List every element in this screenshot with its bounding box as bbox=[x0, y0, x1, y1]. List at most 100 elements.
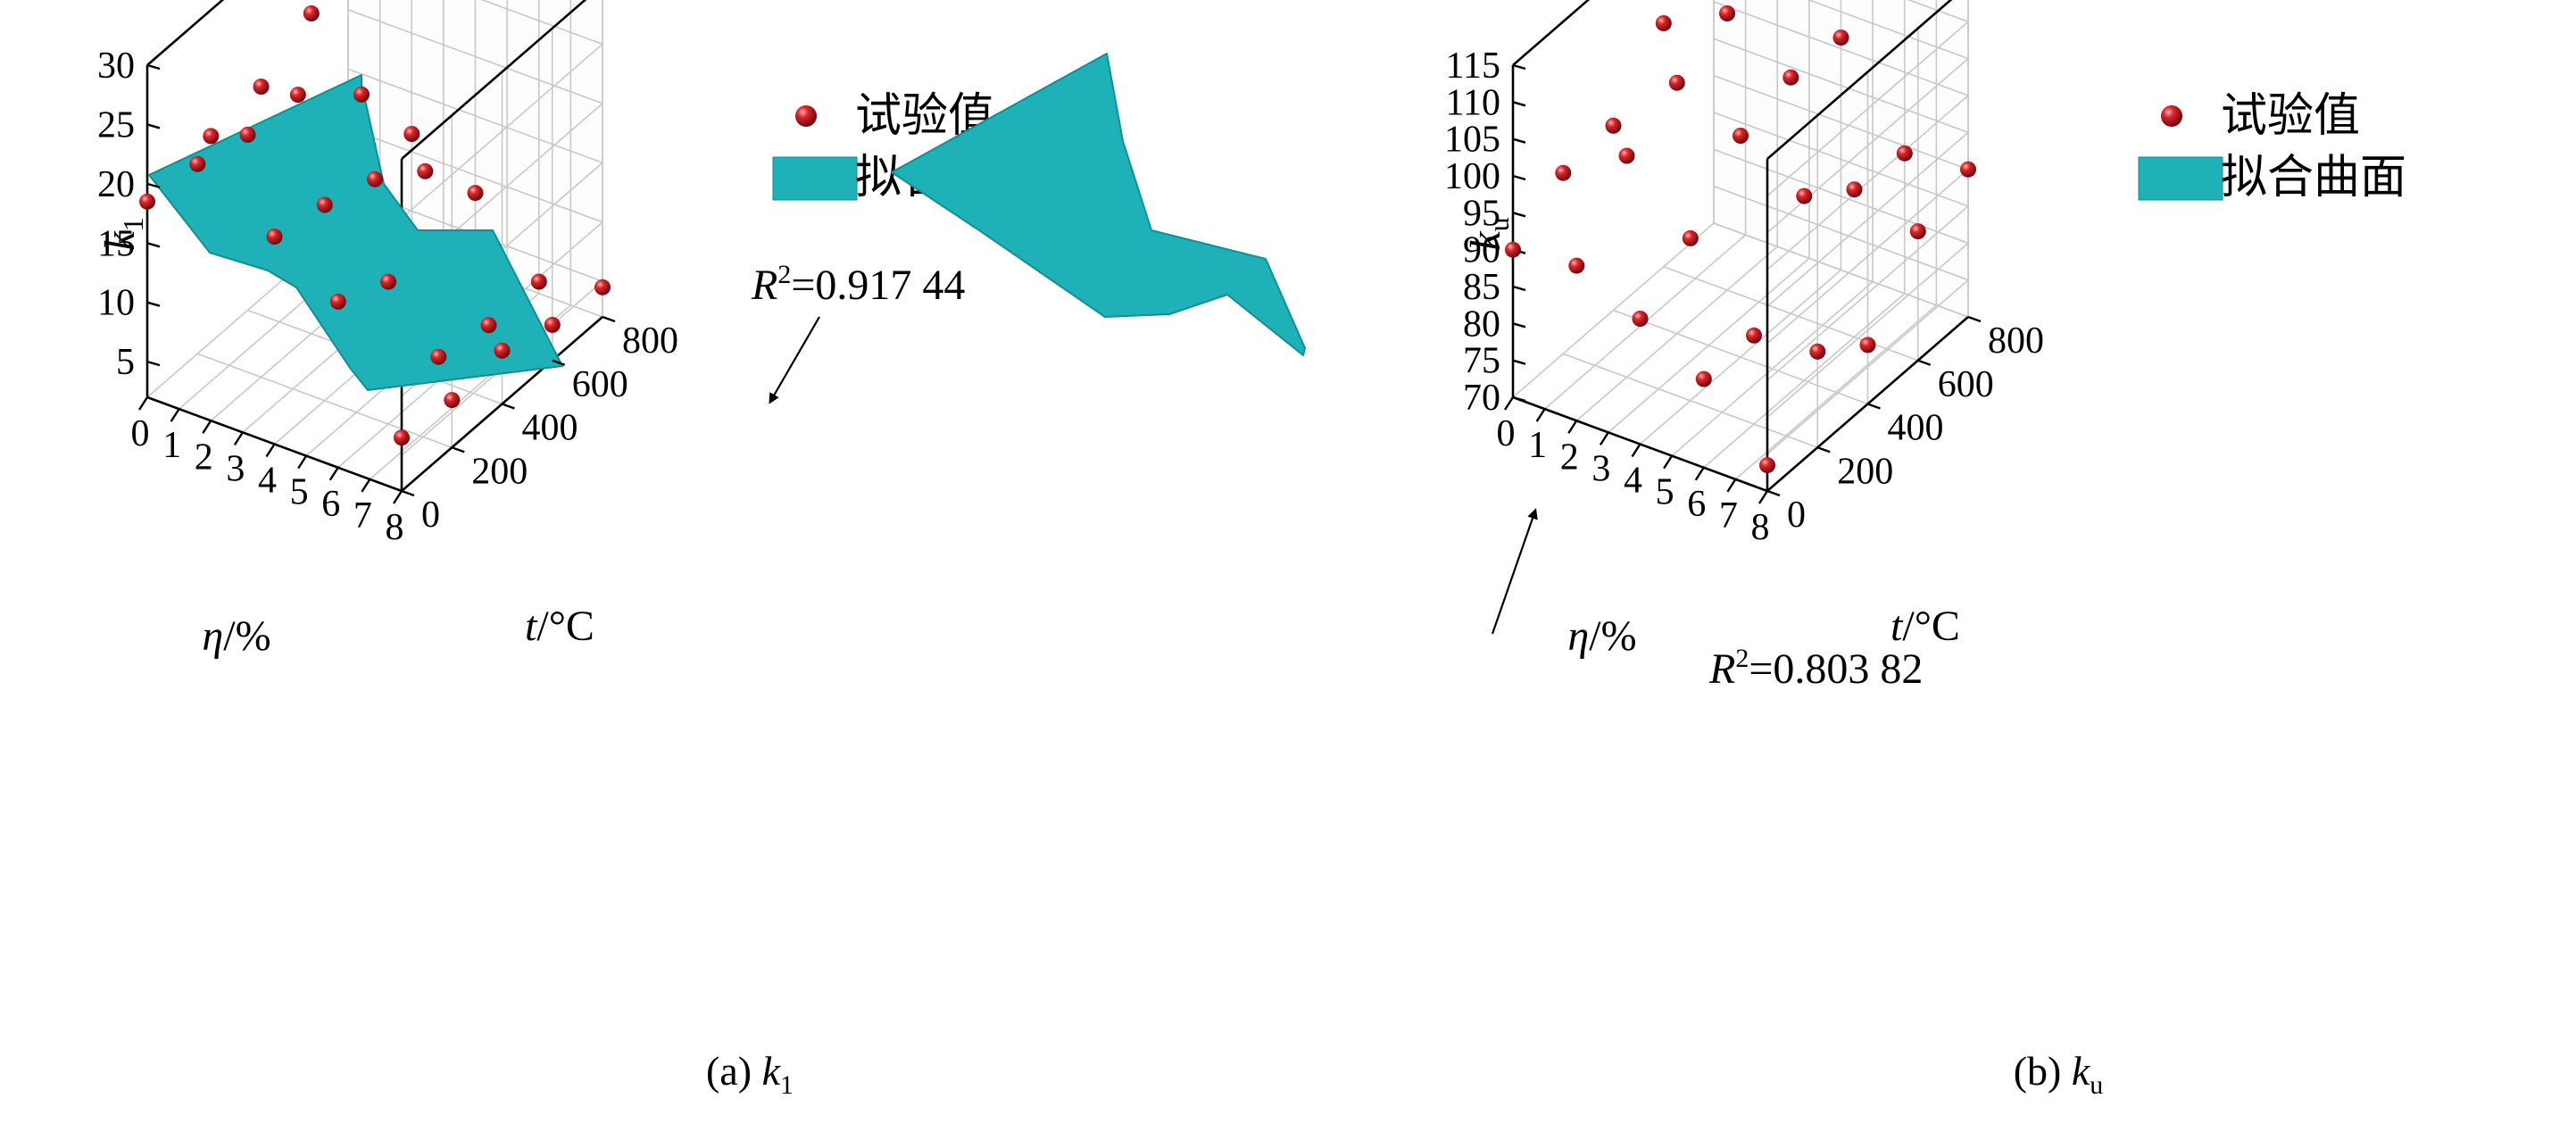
z-tick-mark bbox=[1512, 322, 1526, 329]
annotation-arrow bbox=[1491, 508, 1538, 635]
z-tick-mark bbox=[146, 301, 161, 307]
annotation-arrow bbox=[769, 316, 820, 404]
data-point bbox=[530, 273, 547, 290]
legend-points-label: 试验值 bbox=[2221, 89, 2360, 143]
legend-surface-swatch bbox=[2138, 156, 2223, 201]
data-point bbox=[1846, 181, 1863, 198]
data-point bbox=[430, 348, 447, 365]
x-axis-label-var: η bbox=[202, 612, 223, 660]
y-tick-mark bbox=[1766, 489, 1781, 497]
box-edge bbox=[146, 0, 225, 66]
data-point bbox=[544, 316, 561, 333]
x-tick-label: 7 bbox=[1719, 495, 1738, 537]
back-wall-grid-line bbox=[1713, 222, 1969, 318]
x-tick-label: 1 bbox=[162, 425, 181, 466]
caption-var: k bbox=[2072, 1048, 2091, 1094]
x-tick-label: 5 bbox=[1656, 472, 1674, 513]
x-tick-label: 8 bbox=[386, 507, 404, 548]
data-point bbox=[1859, 337, 1876, 354]
r-squared-value: =0.803 82 bbox=[1749, 645, 1923, 693]
data-point bbox=[1618, 147, 1635, 164]
data-point bbox=[266, 229, 283, 245]
back-wall-grid-line bbox=[1713, 185, 1969, 281]
data-point bbox=[1832, 29, 1849, 46]
back-wall-grid-line bbox=[1907, 0, 1969, 23]
data-point bbox=[203, 128, 220, 145]
legend-surface-swatch bbox=[772, 156, 858, 201]
x-axis-label: η/% bbox=[1567, 612, 1636, 660]
data-point bbox=[1782, 69, 1799, 86]
y-tick-mark bbox=[602, 315, 616, 323]
y-tick-mark bbox=[1967, 315, 1982, 323]
data-point bbox=[1746, 327, 1762, 344]
x-axis-label: η/% bbox=[202, 612, 270, 660]
data-point bbox=[403, 126, 420, 142]
x-axis-label-unit: /% bbox=[223, 612, 270, 660]
side-wall-grid-line bbox=[1766, 21, 1969, 196]
data-point bbox=[1909, 223, 1926, 240]
x-tick-label: 3 bbox=[226, 448, 245, 489]
y-axis-label: t/°C bbox=[525, 603, 594, 650]
data-point bbox=[1605, 117, 1622, 134]
side-wall-grid-line bbox=[401, 43, 603, 220]
back-wall-grid-line bbox=[480, 0, 603, 46]
data-point bbox=[1960, 161, 1976, 178]
z-tick-mark bbox=[146, 242, 161, 248]
y-axis-label-unit: /°C bbox=[536, 603, 594, 650]
z-tick-label: 95 bbox=[1463, 193, 1500, 234]
data-point bbox=[1809, 343, 1826, 360]
z-tick-mark bbox=[146, 63, 161, 71]
floor-grid-line bbox=[196, 353, 453, 449]
y-tick-label: 800 bbox=[622, 320, 678, 362]
data-point bbox=[1555, 164, 1572, 181]
fitted-surface bbox=[148, 74, 563, 391]
y-axis-label-unit: /°C bbox=[1902, 603, 1960, 650]
back-wall-grid-line bbox=[1713, 1, 1969, 96]
z-tick-mark bbox=[1512, 101, 1526, 107]
z-tick-label: 15 bbox=[97, 223, 135, 264]
z-axis-label-var: k bbox=[1462, 230, 1509, 251]
y-tick-mark bbox=[1917, 359, 1932, 366]
z-axis-label: k1 bbox=[96, 217, 149, 250]
data-point bbox=[1568, 257, 1585, 274]
back-wall-grid-line bbox=[347, 9, 603, 104]
x-tick-mark bbox=[1663, 454, 1674, 470]
side-wall-grid-line bbox=[1766, 95, 1969, 270]
z-tick-label: 25 bbox=[97, 104, 135, 146]
z-tick-label: 80 bbox=[1463, 304, 1500, 345]
x-tick-label: 8 bbox=[1751, 507, 1770, 548]
y-axis-label-var: t bbox=[525, 603, 538, 650]
data-point bbox=[1796, 187, 1813, 204]
floor-grid-line bbox=[1562, 353, 1818, 449]
side-wall-grid-line bbox=[1766, 279, 1969, 455]
data-point bbox=[1896, 145, 1913, 162]
caption-sub: 1 bbox=[780, 1070, 794, 1100]
y-tick-label: 600 bbox=[572, 364, 628, 405]
z-tick-label: 70 bbox=[1463, 378, 1500, 419]
r-squared-annotation: R2=0.917 44 bbox=[751, 260, 965, 309]
data-point bbox=[1759, 457, 1775, 474]
y-tick-mark bbox=[401, 489, 415, 497]
x-tick-mark bbox=[1694, 467, 1705, 481]
z-tick-label: 20 bbox=[97, 164, 135, 205]
data-point bbox=[367, 171, 383, 187]
x-tick-label: 6 bbox=[321, 484, 340, 525]
panel-caption: (a) k1 bbox=[706, 1048, 794, 1100]
y-tick-mark bbox=[451, 446, 465, 454]
x-tick-mark bbox=[361, 478, 371, 493]
x-tick-mark bbox=[1757, 490, 1769, 504]
side-wall-grid-line bbox=[1766, 205, 1969, 381]
y-tick-label: 0 bbox=[1787, 495, 1806, 536]
z-tick-label: 85 bbox=[1463, 267, 1500, 308]
y-tick-mark bbox=[1867, 403, 1881, 410]
data-point bbox=[139, 193, 155, 210]
side-wall-grid-line bbox=[1766, 242, 1969, 418]
box-edge bbox=[1766, 0, 1953, 160]
data-point bbox=[353, 86, 370, 103]
back-wall-grid-line bbox=[347, 68, 603, 164]
x-tick-mark bbox=[1599, 431, 1609, 446]
fitted-surface bbox=[891, 53, 1306, 356]
z-tick-label: 110 bbox=[1446, 82, 1500, 123]
